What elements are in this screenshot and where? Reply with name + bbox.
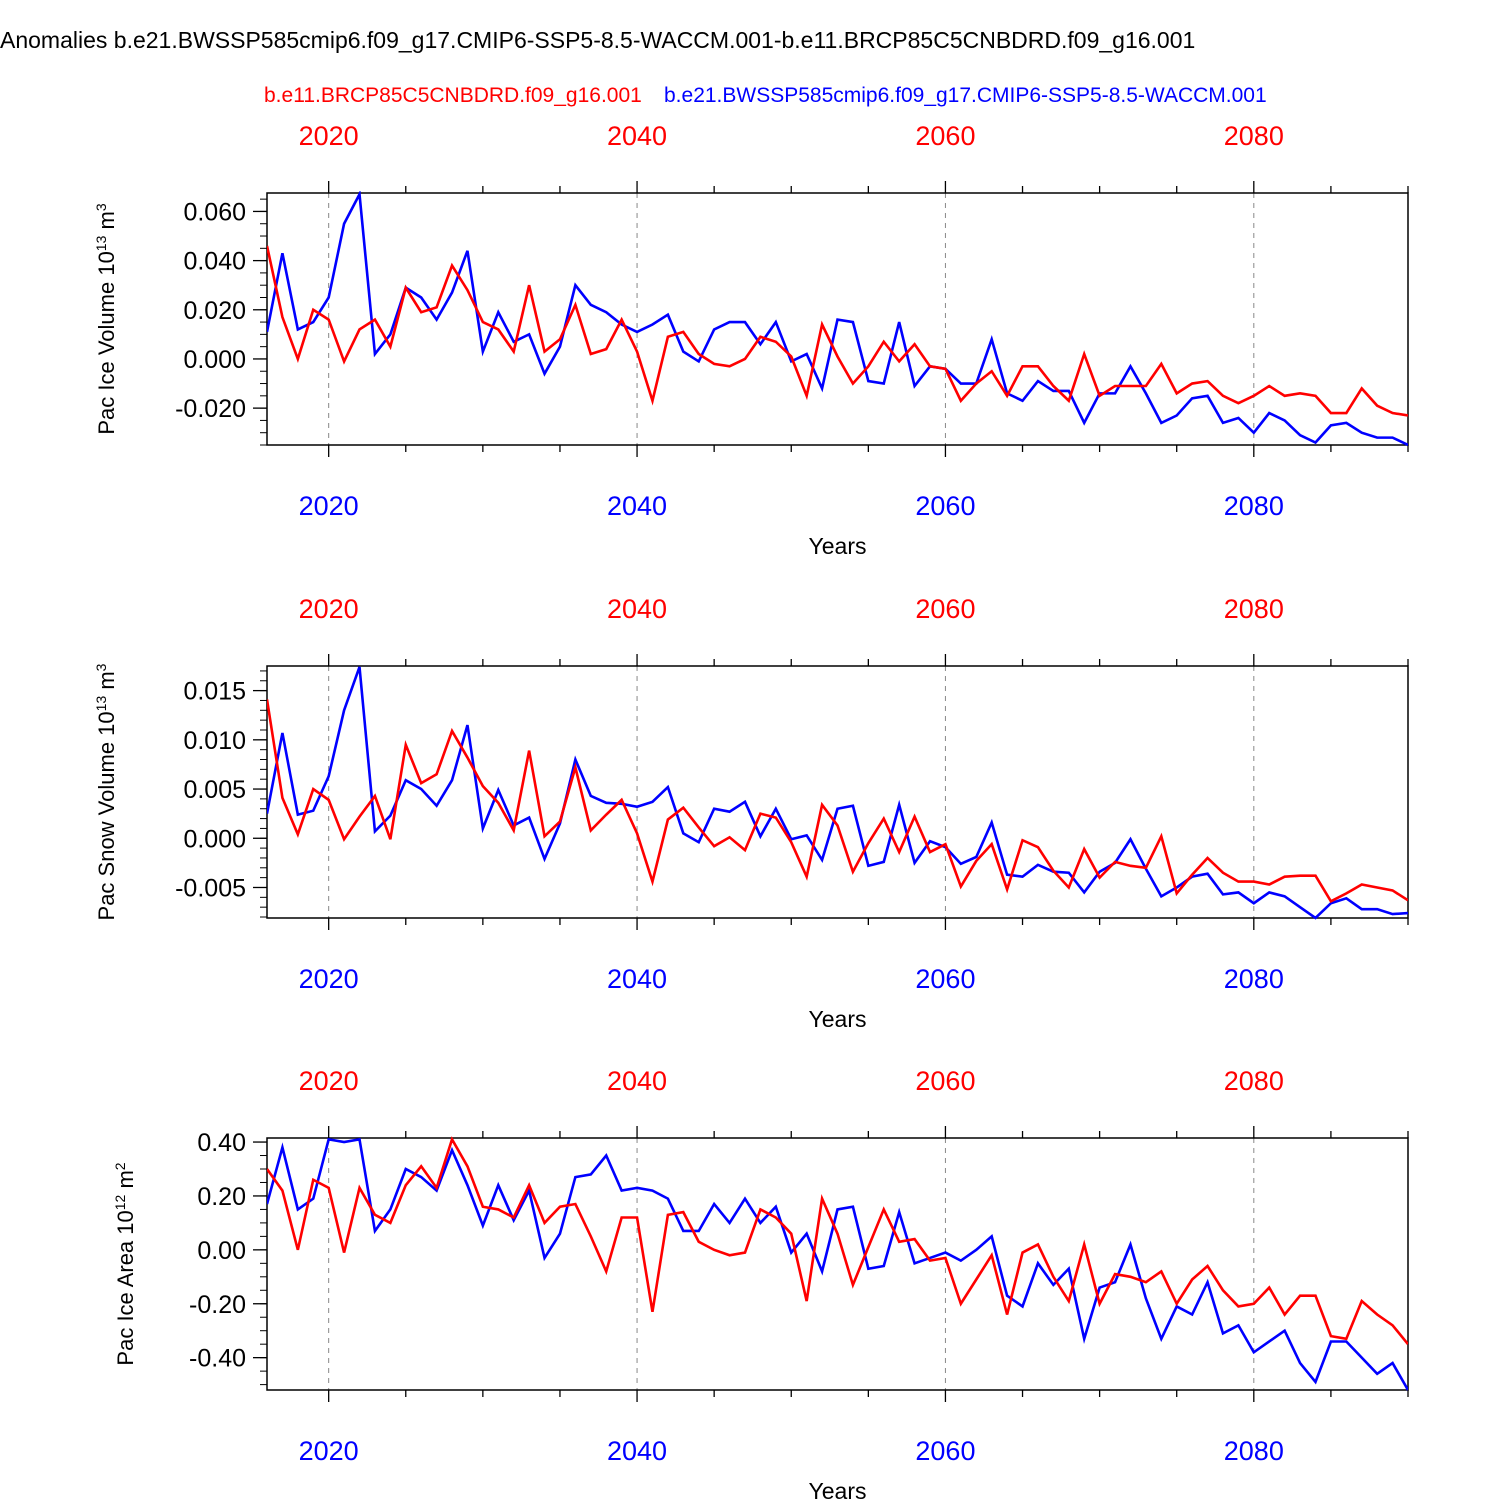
series-line-red bbox=[267, 1136, 1408, 1346]
y-axis-label-main: Pac Ice Volume 10 bbox=[94, 251, 119, 434]
x-tick-label-top: 2040 bbox=[607, 594, 667, 624]
y-tick-label: -0.005 bbox=[175, 874, 246, 902]
y-axis-label: Pac Snow Volume 1013 m3 bbox=[93, 663, 119, 920]
x-tick-label-top: 2060 bbox=[915, 594, 975, 624]
series-line-blue bbox=[267, 666, 1408, 920]
x-axis-label: Years bbox=[809, 1006, 867, 1032]
x-tick-label-top: 2060 bbox=[915, 121, 975, 151]
x-tick-label-top: 2020 bbox=[299, 121, 359, 151]
y-tick-label: 0.20 bbox=[197, 1183, 246, 1211]
y-axis-label-exponent: 12 bbox=[112, 1194, 128, 1210]
series-line-blue bbox=[267, 1137, 1408, 1391]
panel-snow-volume: -0.005 0.000 0.005 0.010 0.015 2020 2020 2040 20… bbox=[93, 594, 1409, 1032]
series-line-red bbox=[267, 699, 1408, 903]
y-axis-label-exponent: 13 bbox=[93, 696, 109, 712]
y-axis-label-unit: m bbox=[94, 211, 119, 235]
y-tick-label: -0.20 bbox=[189, 1291, 246, 1319]
y-tick-label: 0.000 bbox=[183, 825, 246, 853]
y-axis-label: Pac Ice Volume 1013 m3 bbox=[93, 203, 119, 434]
y-tick-label: 0.40 bbox=[197, 1129, 246, 1157]
x-tick-label-top: 2020 bbox=[299, 1066, 359, 1096]
x-tick-label-bottom: 2020 bbox=[299, 491, 359, 521]
x-axis-label: Years bbox=[809, 533, 867, 559]
series-line-red bbox=[267, 245, 1408, 417]
plot-frame bbox=[266, 192, 1409, 446]
y-axis-label-unit-exponent: 3 bbox=[93, 203, 109, 211]
y-tick-label: 0.040 bbox=[183, 248, 246, 276]
x-tick-label-bottom: 2040 bbox=[607, 491, 667, 521]
y-axis-label-unit: m bbox=[113, 1170, 138, 1194]
x-tick-label-top: 2080 bbox=[1224, 594, 1284, 624]
legend-red-label: b.e11.BRCP85C5CNBDRD.f09_g16.001 bbox=[264, 84, 642, 107]
y-axis-label: Pac Ice Area 1012 m2 bbox=[112, 1162, 138, 1365]
x-tick-label-bottom: 2040 bbox=[607, 1436, 667, 1466]
y-axis-label-unit-exponent: 2 bbox=[112, 1162, 128, 1170]
y-axis-label-unit: m bbox=[94, 671, 119, 695]
x-tick-label-bottom: 2040 bbox=[607, 964, 667, 994]
x-tick-label-bottom: 2020 bbox=[299, 964, 359, 994]
y-axis-label-exponent: 13 bbox=[93, 235, 109, 251]
x-axis-label: Years bbox=[809, 1478, 867, 1500]
y-tick-label: 0.000 bbox=[183, 346, 246, 374]
y-tick-label: -0.020 bbox=[175, 395, 246, 423]
x-tick-label-top: 2020 bbox=[299, 594, 359, 624]
x-tick-label-top: 2040 bbox=[607, 1066, 667, 1096]
y-axis-label-main: Pac Ice Area 10 bbox=[113, 1210, 138, 1365]
x-tick-label-bottom: 2060 bbox=[915, 491, 975, 521]
y-tick-label: -0.40 bbox=[189, 1345, 246, 1373]
y-axis-label-main: Pac Snow Volume 10 bbox=[94, 711, 119, 920]
x-tick-label-bottom: 2080 bbox=[1224, 491, 1284, 521]
x-tick-label-bottom: 2020 bbox=[299, 1436, 359, 1466]
x-tick-label-bottom: 2080 bbox=[1224, 1436, 1284, 1466]
x-tick-label-bottom: 2060 bbox=[915, 964, 975, 994]
x-tick-label-top: 2080 bbox=[1224, 121, 1284, 151]
y-tick-label: 0.00 bbox=[197, 1237, 246, 1265]
figure-title: Anomalies b.e21.BWSSP585cmip6.f09_g17.CM… bbox=[0, 27, 1195, 53]
y-tick-label: 0.020 bbox=[183, 297, 246, 325]
x-tick-label-top: 2080 bbox=[1224, 1066, 1284, 1096]
plot-frame bbox=[266, 665, 1409, 919]
x-tick-label-bottom: 2080 bbox=[1224, 964, 1284, 994]
legend-blue-label: b.e21.BWSSP585cmip6.f09_g17.CMIP6-SSP5-8… bbox=[664, 84, 1267, 107]
y-axis-label-unit-exponent: 3 bbox=[93, 663, 109, 671]
y-tick-label: 0.015 bbox=[183, 678, 246, 706]
series-line-blue bbox=[267, 191, 1408, 447]
x-tick-label-top: 2040 bbox=[607, 121, 667, 151]
x-tick-label-top: 2060 bbox=[915, 1066, 975, 1096]
plot-frame bbox=[266, 1137, 1409, 1391]
panel-ice-volume: -0.020 0.000 0.020 0.040 0.060 2020 2020 2040 20… bbox=[93, 121, 1409, 559]
y-tick-label: 0.010 bbox=[183, 727, 246, 755]
y-tick-label: 0.060 bbox=[183, 198, 246, 226]
x-tick-label-bottom: 2060 bbox=[915, 1436, 975, 1466]
y-tick-label: 0.005 bbox=[183, 776, 246, 804]
panel-ice-area: -0.40 -0.20 0.00 0.20 0.40 2020 2020 2040 2040 20… bbox=[112, 1066, 1409, 1500]
